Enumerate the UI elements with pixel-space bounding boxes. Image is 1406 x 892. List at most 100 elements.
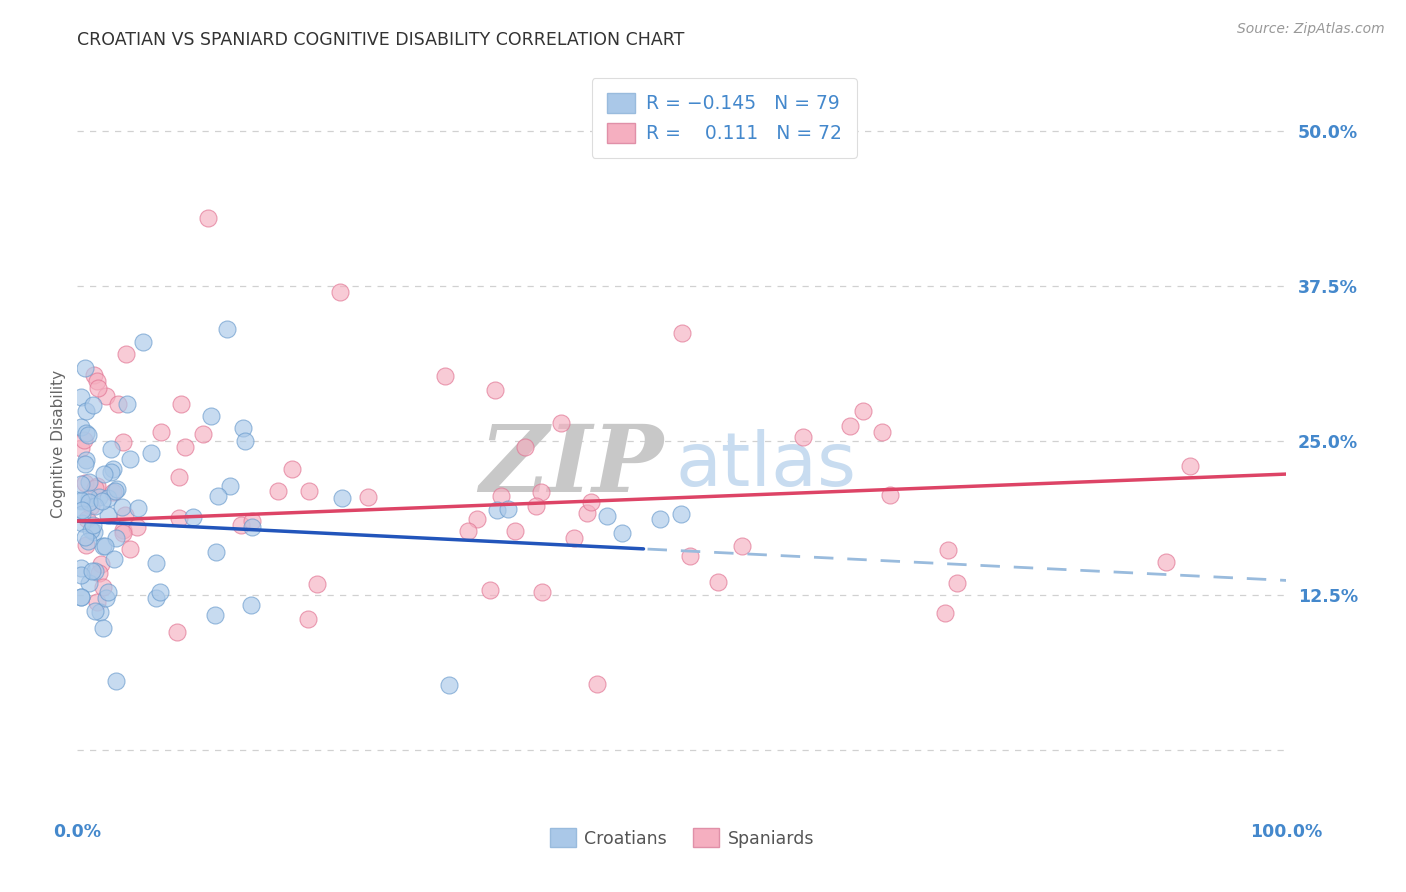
Point — [77, 494, 100, 508]
Point — [671, 326, 693, 340]
Point — [207, 489, 229, 503]
Point — [437, 678, 460, 692]
Point — [357, 490, 380, 504]
Point — [75, 453, 97, 467]
Point — [94, 591, 117, 605]
Point — [76, 428, 98, 442]
Point — [103, 484, 125, 499]
Point — [70, 420, 93, 434]
Point — [478, 583, 501, 598]
Point — [267, 483, 290, 498]
Point — [281, 461, 304, 475]
Point — [610, 526, 633, 541]
Point — [792, 429, 814, 443]
Point — [120, 542, 142, 557]
Point — [80, 499, 103, 513]
Point — [101, 485, 124, 500]
Point — [80, 564, 103, 578]
Point — [173, 441, 195, 455]
Point — [131, 334, 153, 349]
Point — [127, 500, 149, 515]
Point — [149, 425, 172, 440]
Point — [91, 494, 114, 508]
Point — [240, 519, 263, 533]
Point — [838, 418, 860, 433]
Point — [513, 440, 536, 454]
Point — [596, 508, 619, 523]
Point — [93, 467, 115, 482]
Point — [581, 495, 603, 509]
Point — [650, 511, 672, 525]
Point — [77, 491, 100, 505]
Point — [669, 507, 692, 521]
Point — [87, 566, 110, 580]
Point — [229, 517, 252, 532]
Point — [100, 442, 122, 457]
Point — [75, 426, 97, 441]
Point — [75, 476, 97, 491]
Point — [433, 368, 456, 383]
Point — [75, 538, 97, 552]
Point — [105, 673, 128, 688]
Point — [80, 523, 103, 537]
Point — [465, 512, 488, 526]
Text: ZIP: ZIP — [479, 421, 664, 511]
Point — [707, 575, 730, 590]
Point — [107, 396, 129, 410]
Point — [562, 531, 585, 545]
Point — [114, 347, 136, 361]
Point — [936, 542, 959, 557]
Point — [145, 556, 167, 570]
Point — [219, 479, 242, 493]
Point — [139, 446, 162, 460]
Text: CROATIAN VS SPANIARD COGNITIVE DISABILITY CORRELATION CHART: CROATIAN VS SPANIARD COGNITIVE DISABILIT… — [77, 31, 685, 49]
Point — [73, 529, 96, 543]
Point — [145, 591, 167, 605]
Point — [118, 452, 141, 467]
Point — [1178, 458, 1201, 473]
Point — [105, 531, 128, 545]
Point — [167, 470, 190, 484]
Point — [70, 494, 93, 508]
Point — [111, 435, 134, 450]
Point — [457, 524, 479, 539]
Point — [70, 516, 93, 531]
Point — [70, 390, 93, 404]
Point — [111, 526, 134, 541]
Legend: Croatians, Spaniards: Croatians, Spaniards — [543, 822, 821, 855]
Point — [232, 421, 254, 435]
Point — [70, 441, 93, 455]
Point — [330, 491, 353, 505]
Point — [240, 598, 263, 612]
Point — [297, 612, 319, 626]
Point — [170, 397, 193, 411]
Point — [328, 285, 350, 300]
Point — [89, 605, 111, 619]
Point — [484, 383, 506, 397]
Point — [93, 539, 115, 553]
Point — [91, 580, 114, 594]
Point — [852, 404, 875, 418]
Point — [166, 625, 188, 640]
Point — [94, 389, 117, 403]
Point — [70, 507, 93, 521]
Point — [524, 500, 547, 514]
Point — [305, 576, 328, 591]
Point — [83, 368, 105, 383]
Point — [576, 506, 599, 520]
Point — [101, 461, 124, 475]
Point — [94, 540, 117, 554]
Point — [86, 595, 108, 609]
Point — [112, 524, 135, 538]
Point — [84, 604, 107, 618]
Point — [96, 585, 118, 599]
Point — [105, 483, 128, 497]
Point — [75, 403, 97, 417]
Point — [100, 465, 122, 479]
Point — [181, 509, 204, 524]
Point — [215, 322, 238, 336]
Point — [87, 490, 110, 504]
Point — [934, 606, 956, 620]
Y-axis label: Cognitive Disability: Cognitive Disability — [51, 369, 66, 518]
Point — [83, 564, 105, 578]
